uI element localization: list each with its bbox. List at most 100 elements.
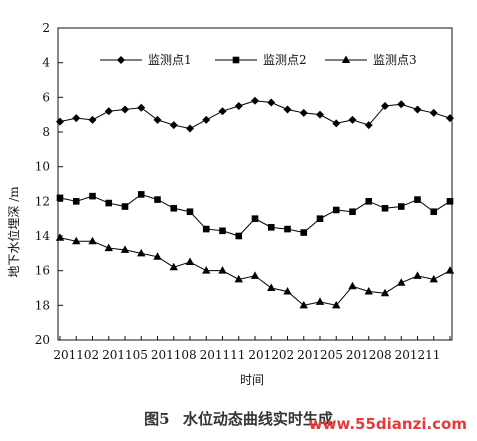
x-tick-label: 201205 <box>297 348 343 362</box>
data-point <box>381 204 389 212</box>
legend-label: 监测点3 <box>373 53 417 67</box>
data-point <box>299 300 308 309</box>
legend-label: 监测点1 <box>148 53 192 67</box>
data-point <box>137 191 145 198</box>
data-point <box>430 208 438 216</box>
data-point <box>202 115 211 124</box>
data-point <box>234 102 243 110</box>
y-tick-label: 6 <box>42 90 50 104</box>
y-tick-label: 2 <box>42 21 50 35</box>
figure-title: 水位动态曲线实时生成 <box>182 410 333 428</box>
y-axis-title: 地下水位埋深 /m <box>6 186 21 278</box>
data-point <box>105 199 113 207</box>
data-point <box>88 115 97 124</box>
data-point <box>348 281 357 290</box>
y-tick-label: 12 <box>35 194 50 208</box>
data-point <box>332 119 341 128</box>
data-point <box>234 274 243 283</box>
data-point <box>185 257 195 265</box>
data-point <box>169 262 178 271</box>
data-point <box>137 248 146 257</box>
data-point <box>170 204 178 212</box>
data-point <box>316 215 324 222</box>
data-point <box>104 107 113 116</box>
data-point <box>154 196 161 203</box>
y-tick-label: 16 <box>35 264 50 278</box>
legend-marker <box>117 56 125 64</box>
data-point <box>446 198 454 205</box>
data-point <box>283 286 292 295</box>
figure-number: 图5 <box>144 410 170 428</box>
data-point <box>315 297 325 305</box>
data-point <box>445 266 455 274</box>
data-point <box>218 107 227 116</box>
data-point <box>251 215 259 222</box>
legend-label: 监测点2 <box>263 53 307 67</box>
data-point <box>300 229 308 236</box>
data-point <box>72 114 81 123</box>
x-tick-label: 201105 <box>102 348 148 362</box>
series-2 <box>56 191 454 240</box>
data-point <box>267 283 276 291</box>
data-point <box>88 236 97 245</box>
data-point <box>413 105 422 114</box>
data-point <box>218 266 227 274</box>
data-point <box>137 103 146 112</box>
line-chart: 2 4 6 8 10 12 14 16 18 20 201102 201105 201108 20111… <box>6 21 455 387</box>
data-point <box>72 236 81 245</box>
figure-caption: 图5 水位动态曲线实时生成 <box>0 408 477 429</box>
data-point <box>365 198 373 205</box>
data-point <box>267 98 276 107</box>
data-point <box>186 124 194 133</box>
data-point <box>381 102 389 110</box>
data-point <box>121 203 129 210</box>
data-point <box>429 274 438 283</box>
data-point <box>397 100 406 109</box>
y-tick-label: 18 <box>35 298 50 312</box>
data-point <box>349 208 356 216</box>
plot-frame <box>57 27 453 341</box>
x-tick-label: 201111 <box>200 348 246 362</box>
y-tick-label: 4 <box>42 56 50 70</box>
series-line <box>59 193 451 237</box>
data-point <box>332 206 340 214</box>
data-point <box>120 245 130 253</box>
data-point <box>153 115 162 124</box>
data-point <box>202 225 210 233</box>
data-point <box>348 115 357 124</box>
data-point <box>169 121 178 130</box>
data-point <box>397 203 405 210</box>
y-tick-label: 14 <box>35 229 51 243</box>
data-point <box>153 252 162 260</box>
data-point <box>332 300 341 309</box>
x-axis-title: 时间 <box>240 373 264 387</box>
data-point <box>284 225 291 233</box>
data-point <box>251 96 259 105</box>
x-tick-label: 201202 <box>248 348 294 362</box>
data-point <box>219 227 226 235</box>
y-tick-label: 20 <box>35 333 50 347</box>
watermark: www.55dianzi.com <box>308 415 467 433</box>
data-point <box>446 114 454 123</box>
y-tick-label: 8 <box>42 125 50 139</box>
data-point <box>202 266 211 274</box>
data-point <box>186 208 194 216</box>
data-point <box>316 110 324 119</box>
data-point <box>89 192 96 200</box>
series-line <box>59 100 451 130</box>
data-point <box>397 278 406 286</box>
data-point <box>235 232 243 240</box>
data-point <box>413 271 422 279</box>
data-point <box>364 121 373 130</box>
data-point <box>72 198 80 205</box>
data-point <box>283 105 292 114</box>
y-tick-label: 10 <box>35 160 50 174</box>
x-tick-label: 201102 <box>53 348 99 362</box>
legend-marker <box>341 55 351 63</box>
data-point <box>380 288 390 297</box>
data-point <box>429 108 438 117</box>
data-point <box>299 108 308 117</box>
data-point <box>56 194 64 202</box>
x-tick-label: 201211 <box>395 348 441 362</box>
data-point <box>364 286 373 295</box>
